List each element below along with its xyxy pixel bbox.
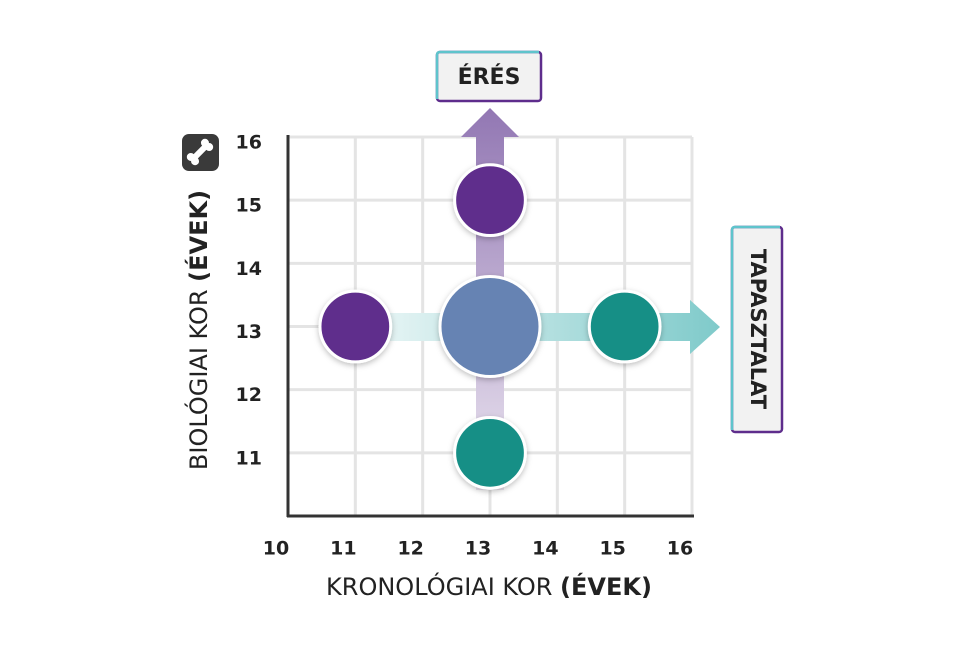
point: [318, 289, 393, 364]
point: [587, 289, 662, 364]
y-tick-label: 16: [236, 132, 262, 154]
bone-icon: [182, 134, 219, 171]
y-axis-title: BIOLÓGIAI KOR (ÉVEK): [183, 190, 213, 470]
point: [438, 274, 542, 379]
y-tick-label: 12: [236, 384, 262, 406]
point: [453, 163, 527, 238]
annotation-box-edge: [730, 225, 780, 430]
x-axis-title: KRONOLÓGIAI KOR (ÉVEK): [326, 571, 652, 601]
y-tick-label: 14: [236, 258, 262, 280]
point: [453, 415, 527, 490]
annotation: TAPASZTALAT: [746, 249, 770, 410]
x-tick-label: 11: [330, 538, 356, 560]
y-tick-label: 15: [236, 195, 262, 217]
x-tick-label: 12: [397, 538, 423, 560]
x-axis-title-text: KRONOLÓGIAI KOR: [326, 571, 552, 601]
x-tick-label: 14: [532, 538, 558, 560]
x-axis-title-unit: (ÉVEK): [560, 572, 652, 601]
y-tick-label: 13: [236, 321, 262, 343]
points: [318, 163, 662, 490]
y-tick-label: 11: [236, 447, 262, 469]
x-tick-label: 10: [263, 538, 289, 560]
y-axis-title-text: BIOLÓGIAI KOR: [183, 289, 213, 470]
x-tick-label: 16: [667, 538, 693, 560]
x-tick-label: 15: [599, 538, 625, 560]
y-axis-title-unit: (ÉVEK): [184, 190, 213, 282]
x-tick-label: 13: [465, 538, 491, 560]
annotation-box-edge: [435, 50, 539, 99]
annotation: ÉRÉS: [458, 64, 521, 90]
